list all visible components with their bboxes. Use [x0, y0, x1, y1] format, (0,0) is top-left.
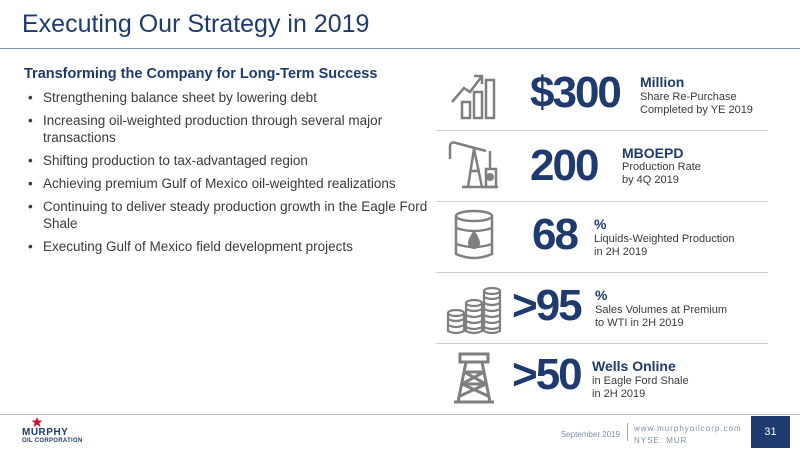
bullet-item: Continuing to deliver steady production …	[24, 198, 429, 232]
stat-value: >95	[512, 281, 583, 330]
coin-stacks-icon	[446, 286, 502, 335]
row-divider	[436, 343, 768, 344]
footer-website: www.murphyoilcorp.com	[634, 424, 742, 433]
stat-value: 68	[532, 210, 579, 259]
page-number: 31	[751, 416, 790, 448]
stat-value: $300	[530, 68, 622, 117]
bullet-item: Strengthening balance sheet by lowering …	[24, 89, 429, 106]
stat-unit: %	[594, 216, 607, 232]
stat-desc-line2: in 2H 2019	[592, 388, 646, 400]
stat-desc-line1: in Eagle Ford Shale	[592, 375, 689, 387]
stat-unit: Million	[640, 74, 685, 90]
footer-separator	[627, 423, 628, 441]
stat-unit: Wells Online	[592, 358, 676, 374]
section-subtitle: Transforming the Company for Long-Term S…	[24, 66, 378, 82]
stat-desc-line1: Production Rate	[622, 161, 701, 173]
oil-barrel-icon	[454, 209, 494, 260]
company-logo-subtitle: OIL CORPORATION	[22, 438, 83, 444]
bullet-item: Achieving premium Gulf of Mexico oil-wei…	[24, 175, 429, 192]
stat-row-share-repurchase: $300 Million Share Re-Purchase Completed…	[436, 60, 768, 130]
stat-value: >50	[512, 350, 583, 399]
bullet-item: Shifting production to tax-advantaged re…	[24, 152, 429, 169]
stat-desc-line1: Share Re-Purchase	[640, 91, 737, 103]
row-divider	[436, 201, 768, 202]
stat-desc-line2: to WTI in 2H 2019	[595, 317, 684, 329]
stat-row-production-rate: 200 MBOEPD Production Rate by 4Q 2019	[436, 131, 768, 201]
footer-divider	[0, 414, 800, 415]
pumpjack-icon	[448, 141, 498, 189]
stat-row-sales-volumes: >95 % Sales Volumes at Premium to WTI in…	[436, 273, 768, 343]
stat-unit: %	[595, 287, 608, 303]
stat-value: 200	[530, 141, 599, 190]
stat-row-liquids-weighted: 68 % Liquids-Weighted Production in 2H 2…	[436, 202, 768, 272]
footer-ticker: NYSE: MUR	[634, 436, 688, 445]
stat-desc-line2: in 2H 2019	[594, 246, 648, 258]
stat-desc-line2: Completed by YE 2019	[640, 104, 753, 116]
logo-star-icon	[31, 417, 43, 427]
company-logo-name: MURPHY	[22, 427, 69, 438]
bullet-item: Increasing oil-weighted production throu…	[24, 112, 429, 146]
row-divider	[436, 130, 768, 131]
bullet-list: Strengthening balance sheet by lowering …	[24, 89, 429, 261]
oil-derrick-icon	[454, 352, 494, 404]
footer-date: September 2019	[560, 430, 620, 439]
stat-desc-line2: by 4Q 2019	[622, 174, 679, 186]
growth-chart-icon	[451, 74, 496, 120]
title-divider	[0, 48, 800, 49]
bullet-item: Executing Gulf of Mexico field developme…	[24, 238, 429, 255]
stat-desc-line1: Liquids-Weighted Production	[594, 233, 735, 245]
slide-title: Executing Our Strategy in 2019	[22, 10, 370, 38]
row-divider	[436, 272, 768, 273]
stat-desc-line1: Sales Volumes at Premium	[595, 304, 728, 316]
stat-row-wells-online: >50 Wells Online in Eagle Ford Shale in …	[436, 344, 768, 412]
stat-unit: MBOEPD	[622, 145, 684, 161]
